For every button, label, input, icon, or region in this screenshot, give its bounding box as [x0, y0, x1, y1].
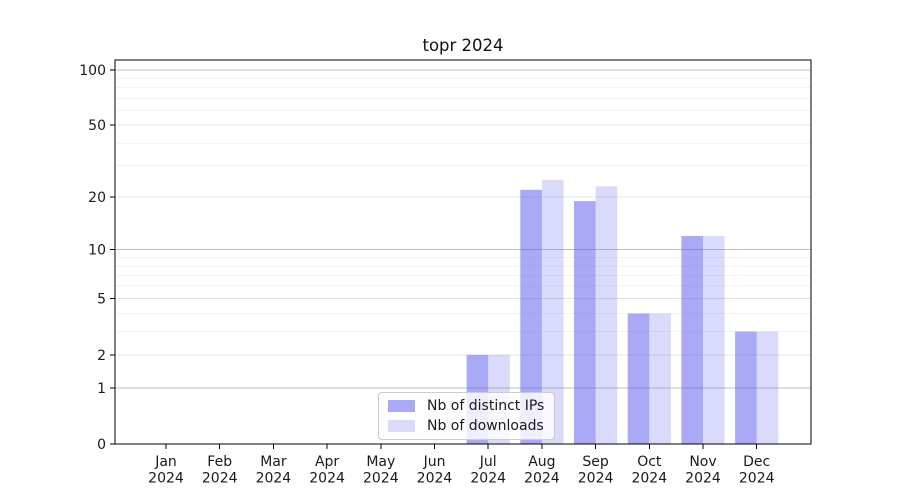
x-tick-label-month: Jul	[479, 454, 497, 470]
x-tick-label-month: May	[366, 454, 395, 470]
legend-item-distinct-ips: Nb of distinct IPs	[388, 396, 544, 416]
y-tick-label: 10	[88, 243, 106, 259]
x-tick-label-month: Mar	[260, 454, 287, 470]
legend-label-downloads: Nb of downloads	[427, 418, 544, 434]
x-tick-label-month: Feb	[207, 454, 232, 470]
x-tick-label-month: Jan	[154, 454, 177, 470]
x-tick-label-month: Nov	[689, 454, 716, 470]
bar-downloads-dec	[756, 331, 779, 444]
y-tick-label: 2	[97, 348, 106, 364]
legend: Nb of distinct IPs Nb of downloads	[378, 392, 556, 440]
bar-distinct-ips-aug	[520, 189, 542, 444]
y-tick-label: 50	[88, 118, 106, 134]
bar-distinct-ips-dec	[735, 331, 757, 444]
x-tick-label-year: 2024	[470, 471, 506, 487]
x-tick-label-year: 2024	[202, 471, 238, 487]
x-tick-label-year: 2024	[631, 471, 667, 487]
y-tick-label: 100	[79, 63, 106, 79]
x-tick-label-month: Oct	[637, 454, 662, 470]
axes-frame	[114, 59, 812, 445]
y-tick-label: 0	[97, 437, 106, 453]
x-tick-label-year: 2024	[363, 471, 399, 487]
legend-swatch-downloads	[388, 420, 415, 432]
x-tick-label-year: 2024	[739, 471, 775, 487]
y-tick-label: 20	[88, 190, 106, 206]
bar-downloads-nov	[703, 236, 725, 444]
bar-distinct-ips-sep	[574, 201, 596, 444]
x-tick-label-year: 2024	[417, 471, 453, 487]
x-tick-label-month: Aug	[528, 454, 555, 470]
legend-swatch-distinct-ips	[388, 400, 415, 412]
bar-downloads-sep	[595, 186, 618, 444]
bar-distinct-ips-oct	[627, 313, 650, 444]
legend-label-distinct-ips: Nb of distinct IPs	[427, 398, 545, 414]
bar-downloads-oct	[649, 313, 671, 444]
y-tick-label: 5	[97, 292, 106, 308]
x-tick-label-year: 2024	[578, 471, 614, 487]
x-tick-label-month: Sep	[582, 454, 609, 470]
x-tick-label-month: Apr	[315, 454, 339, 470]
x-tick-label-month: Dec	[743, 454, 770, 470]
x-tick-label-month: Jun	[423, 454, 446, 470]
bar-downloads-aug	[541, 179, 564, 445]
x-tick-label-year: 2024	[524, 471, 560, 487]
legend-item-downloads: Nb of downloads	[388, 416, 544, 436]
chart-title: topr 2024	[422, 36, 504, 55]
x-tick-label-year: 2024	[148, 471, 184, 487]
y-tick-label: 1	[97, 381, 106, 397]
x-tick-label-year: 2024	[309, 471, 345, 487]
x-tick-label-year: 2024	[256, 471, 292, 487]
bar-distinct-ips-nov	[681, 236, 703, 444]
x-tick-label-year: 2024	[685, 471, 721, 487]
